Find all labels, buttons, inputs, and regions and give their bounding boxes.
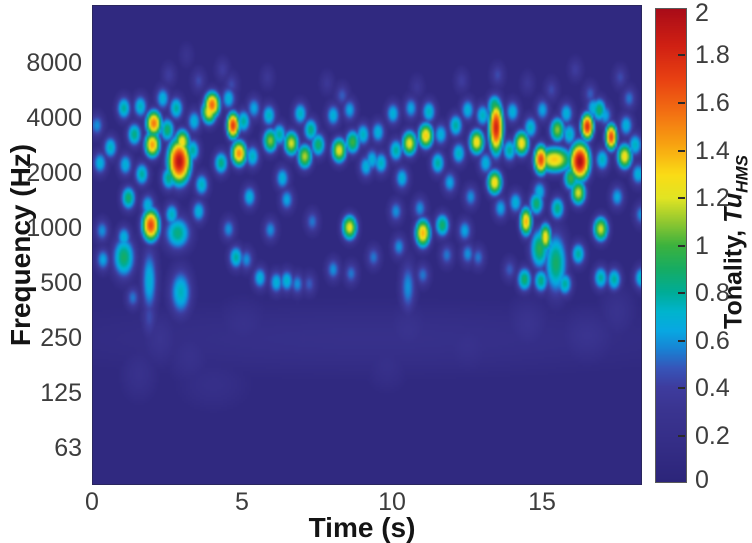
colorbar-tick-label: 0.2 <box>695 422 730 450</box>
y-tick-label: 250 <box>40 324 82 352</box>
x-tick-label: 15 <box>528 488 556 516</box>
y-tick-label: 4000 <box>26 104 82 132</box>
y-tick-label: 63 <box>54 434 82 462</box>
x-tick-label: 10 <box>378 488 406 516</box>
colorbar-tick-mark <box>678 387 685 389</box>
colorbar-tick-mark <box>678 245 685 247</box>
x-axis-label: Time (s) <box>262 512 462 543</box>
colorbar-tick-mark <box>678 292 685 294</box>
y-tick-label: 2000 <box>26 159 82 187</box>
colorbar-tick-label: 0.8 <box>695 279 730 307</box>
colorbar-tick-label: 0.6 <box>695 327 730 355</box>
colorbar-tick-label: 1 <box>695 232 709 260</box>
colorbar-tick-label: 1.6 <box>695 89 730 117</box>
y-tick-label: 8000 <box>26 49 82 77</box>
y-tick-label: 1000 <box>26 214 82 242</box>
spectrogram-heatmap-canvas <box>92 5 642 485</box>
colorbar-tick-label: 1.8 <box>695 41 730 69</box>
y-tick-label: 125 <box>40 379 82 407</box>
colorbar-label-symbol: Tu <box>719 192 748 223</box>
colorbar-tick-mark <box>678 54 685 56</box>
colorbar-tick-mark <box>678 197 685 199</box>
x-tick-label: 0 <box>85 488 99 516</box>
colorbar-tick-label: 2 <box>695 0 709 27</box>
colorbar-tick-label: 0.4 <box>695 374 730 402</box>
colorbar-tick-mark <box>678 435 685 437</box>
colorbar-tick-label: 1.2 <box>695 184 730 212</box>
colorbar-label-prefix: Tonality, <box>719 222 748 329</box>
colorbar-axis-label: Tonality, TuHMS <box>720 155 752 329</box>
x-axis-label-text: Time (s) <box>308 512 416 543</box>
colorbar-tick-mark <box>678 102 685 104</box>
colorbar-tick-label: 0 <box>695 466 709 494</box>
colorbar-tick-mark <box>678 340 685 342</box>
x-tick-label: 5 <box>235 488 249 516</box>
colorbar-tick-label: 1.4 <box>695 137 730 165</box>
y-tick-label: 500 <box>40 269 82 297</box>
colorbar-tick-mark <box>678 150 685 152</box>
colorbar-label-subscript: HMS <box>732 155 752 193</box>
